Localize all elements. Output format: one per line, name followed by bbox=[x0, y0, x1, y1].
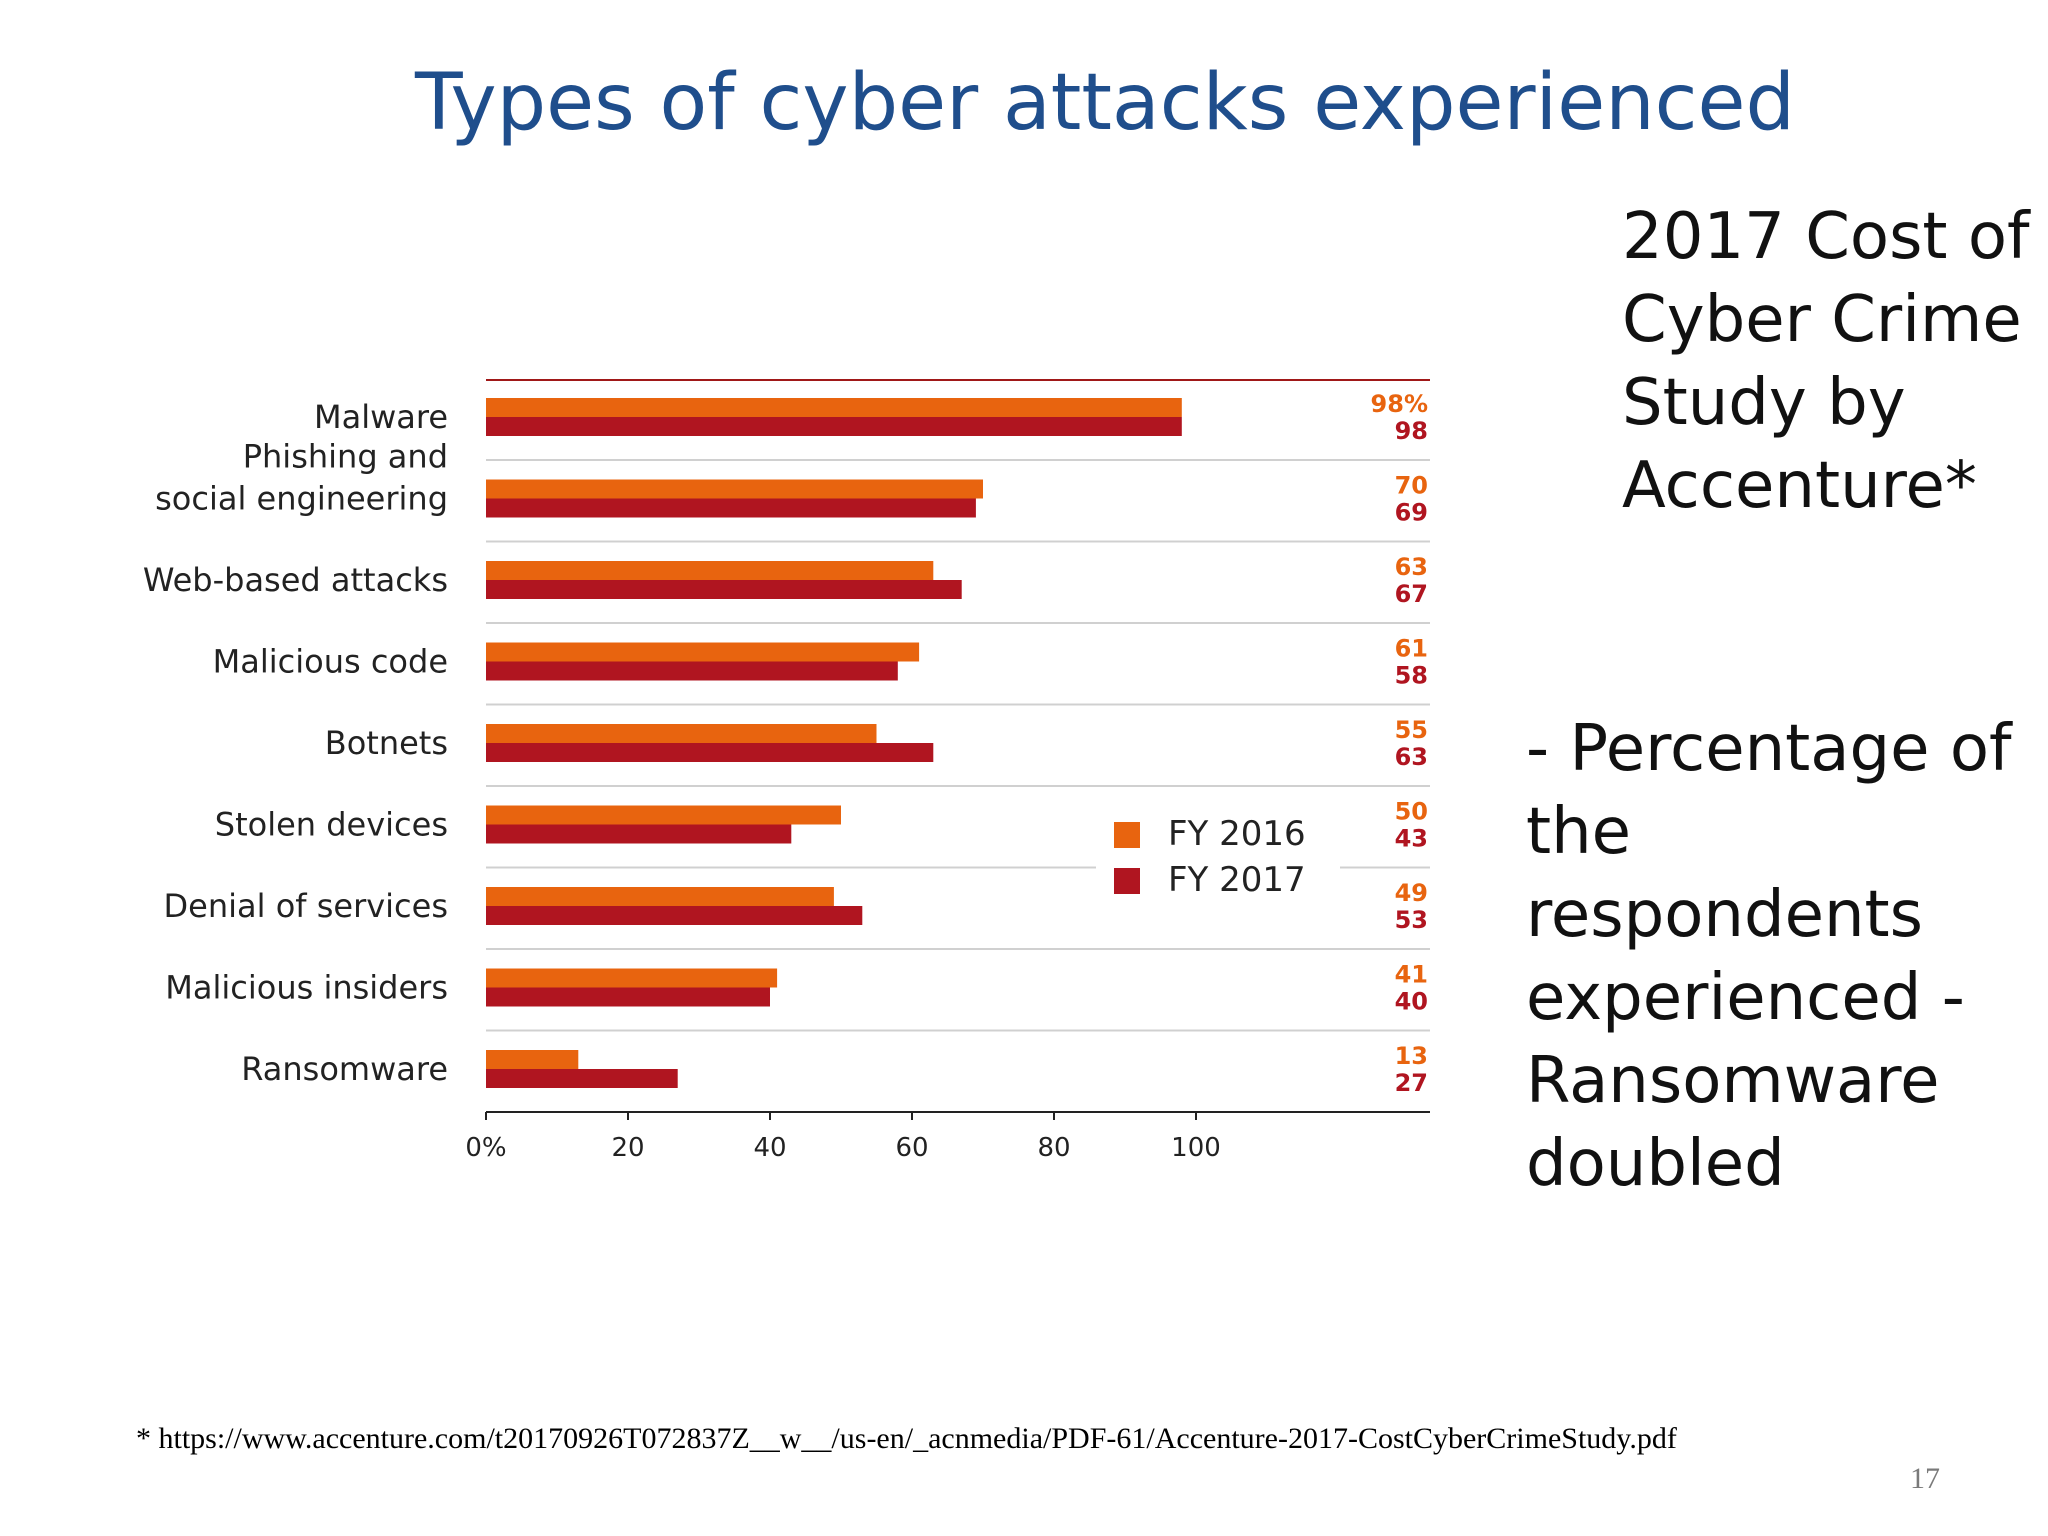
legend-swatch-fy2016 bbox=[1114, 822, 1140, 848]
value-label-fy2016: 55 bbox=[1395, 716, 1428, 744]
bar-fy2017 bbox=[486, 580, 962, 599]
source-footnote: * https://www.accenture.com/t20170926T07… bbox=[136, 1422, 1677, 1455]
category-label: Malicious code bbox=[213, 643, 448, 681]
study-title: 2017 Cost of Cyber Crime Study by Accent… bbox=[1622, 200, 2030, 523]
value-label-fy2016: 61 bbox=[1395, 635, 1428, 663]
value-label-fy2017: 53 bbox=[1395, 906, 1428, 934]
category-label: Web-based attacks bbox=[143, 561, 448, 599]
category-label: social engineering bbox=[155, 480, 448, 518]
category-label: Stolen devices bbox=[215, 806, 448, 844]
bar-fy2016 bbox=[486, 724, 877, 743]
x-tick-label: 60 bbox=[895, 1133, 928, 1163]
value-label-fy2017: 58 bbox=[1395, 662, 1428, 690]
x-tick-label: 20 bbox=[611, 1133, 644, 1163]
x-tick-label: 0% bbox=[465, 1133, 506, 1163]
bar-fy2017 bbox=[486, 987, 770, 1007]
value-label-fy2017: 63 bbox=[1395, 743, 1428, 771]
value-label-fy2016: 63 bbox=[1395, 553, 1428, 581]
bar-fy2017 bbox=[486, 661, 898, 681]
value-label-fy2016: 41 bbox=[1395, 961, 1428, 989]
legend-swatch-fy2017 bbox=[1114, 868, 1140, 894]
category-label: Ransomware bbox=[241, 1050, 448, 1088]
value-label-fy2017: 67 bbox=[1395, 580, 1428, 608]
value-label-fy2017: 98 bbox=[1395, 417, 1428, 445]
value-label-fy2016: 98% bbox=[1371, 390, 1428, 418]
category-label: Malicious insiders bbox=[165, 969, 448, 1007]
value-label-fy2017: 27 bbox=[1395, 1069, 1428, 1097]
slide-title: Types of cyber attacks experienced bbox=[414, 58, 1796, 148]
bar-fy2017 bbox=[486, 743, 934, 762]
bar-fy2017 bbox=[486, 498, 976, 518]
category-label: Denial of services bbox=[164, 887, 448, 925]
x-tick-label: 100 bbox=[1171, 1133, 1221, 1163]
bar-fy2017 bbox=[486, 824, 792, 844]
value-label-fy2017: 43 bbox=[1395, 825, 1428, 853]
bar-fy2016 bbox=[486, 561, 934, 580]
bar-fy2017 bbox=[486, 1069, 678, 1088]
legend-label-fy2017: FY 2017 bbox=[1168, 860, 1306, 900]
x-tick-label: 80 bbox=[1037, 1133, 1070, 1163]
bar-fy2016 bbox=[486, 398, 1182, 417]
bar-fy2016 bbox=[486, 887, 834, 906]
bar-fy2016 bbox=[486, 1050, 579, 1069]
x-tick-label: 40 bbox=[753, 1133, 786, 1163]
value-label-fy2016: 50 bbox=[1395, 798, 1428, 826]
bar-fy2016 bbox=[486, 642, 920, 662]
page-number: 17 bbox=[1910, 1462, 1940, 1495]
value-label-fy2017: 69 bbox=[1395, 499, 1428, 527]
legend-label-fy2016: FY 2016 bbox=[1168, 814, 1306, 854]
category-label: Botnets bbox=[325, 724, 448, 762]
category-label: Phishing and bbox=[243, 438, 448, 476]
category-label: Malware bbox=[314, 398, 448, 436]
bar-fy2016 bbox=[486, 479, 983, 499]
value-label-fy2016: 70 bbox=[1395, 472, 1428, 500]
bar-fy2017 bbox=[486, 417, 1182, 436]
value-label-fy2016: 49 bbox=[1395, 879, 1428, 907]
value-label-fy2016: 13 bbox=[1395, 1042, 1428, 1070]
bar-fy2016 bbox=[486, 805, 841, 825]
value-label-fy2017: 40 bbox=[1395, 988, 1428, 1016]
bar-fy2016 bbox=[486, 968, 778, 988]
study-note: - Percentage of the respondents experien… bbox=[1526, 712, 2012, 1201]
bar-fy2017 bbox=[486, 906, 863, 925]
